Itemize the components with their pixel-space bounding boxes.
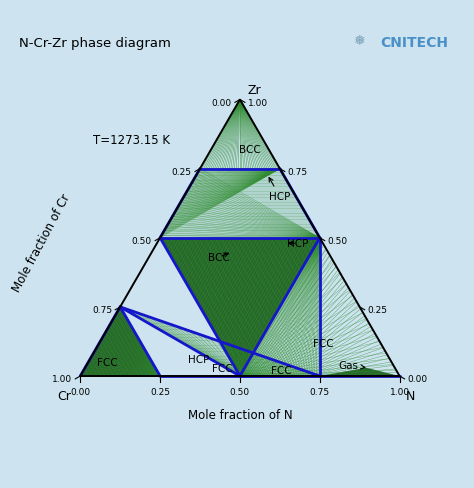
Text: 1.00: 1.00 [52,375,72,384]
Text: BCC: BCC [238,145,260,155]
Text: HCP: HCP [287,239,308,249]
Text: Mole fraction of N: Mole fraction of N [188,408,292,421]
Text: Gas: Gas [338,360,365,370]
Text: 0.25: 0.25 [150,387,170,396]
Text: 0.25: 0.25 [367,305,387,315]
Text: 0.75: 0.75 [92,305,112,315]
Text: 0.00: 0.00 [70,387,91,396]
Text: 0.00: 0.00 [211,99,232,108]
Text: 0.75: 0.75 [287,168,308,177]
Text: HCP: HCP [188,355,209,365]
Polygon shape [320,368,400,376]
Text: BCC: BCC [208,253,230,263]
Text: Zr: Zr [248,84,262,97]
Text: HCP: HCP [269,178,291,202]
Text: Cr: Cr [57,389,71,402]
Polygon shape [160,238,320,376]
Text: ❅: ❅ [354,34,365,48]
Text: 1.00: 1.00 [390,387,410,396]
Polygon shape [80,307,160,376]
Text: 0.50: 0.50 [327,237,347,245]
Text: 0.25: 0.25 [172,168,192,177]
Text: CNITECH: CNITECH [381,36,449,50]
Text: FCC: FCC [313,338,333,348]
Text: FCC: FCC [97,357,118,367]
Text: FCC: FCC [212,363,233,373]
Text: N: N [406,389,415,402]
Text: 0.50: 0.50 [230,387,250,396]
Text: 1.00: 1.00 [247,99,268,108]
Text: 0.50: 0.50 [132,237,152,245]
Text: 0.00: 0.00 [407,375,427,384]
Text: Mole fraction of Cr: Mole fraction of Cr [10,191,73,293]
Text: N-Cr-Zr phase diagram: N-Cr-Zr phase diagram [19,37,171,50]
Text: T=1273.15 K: T=1273.15 K [93,134,170,147]
Text: 0.75: 0.75 [310,387,330,396]
Text: FCC: FCC [271,366,292,376]
